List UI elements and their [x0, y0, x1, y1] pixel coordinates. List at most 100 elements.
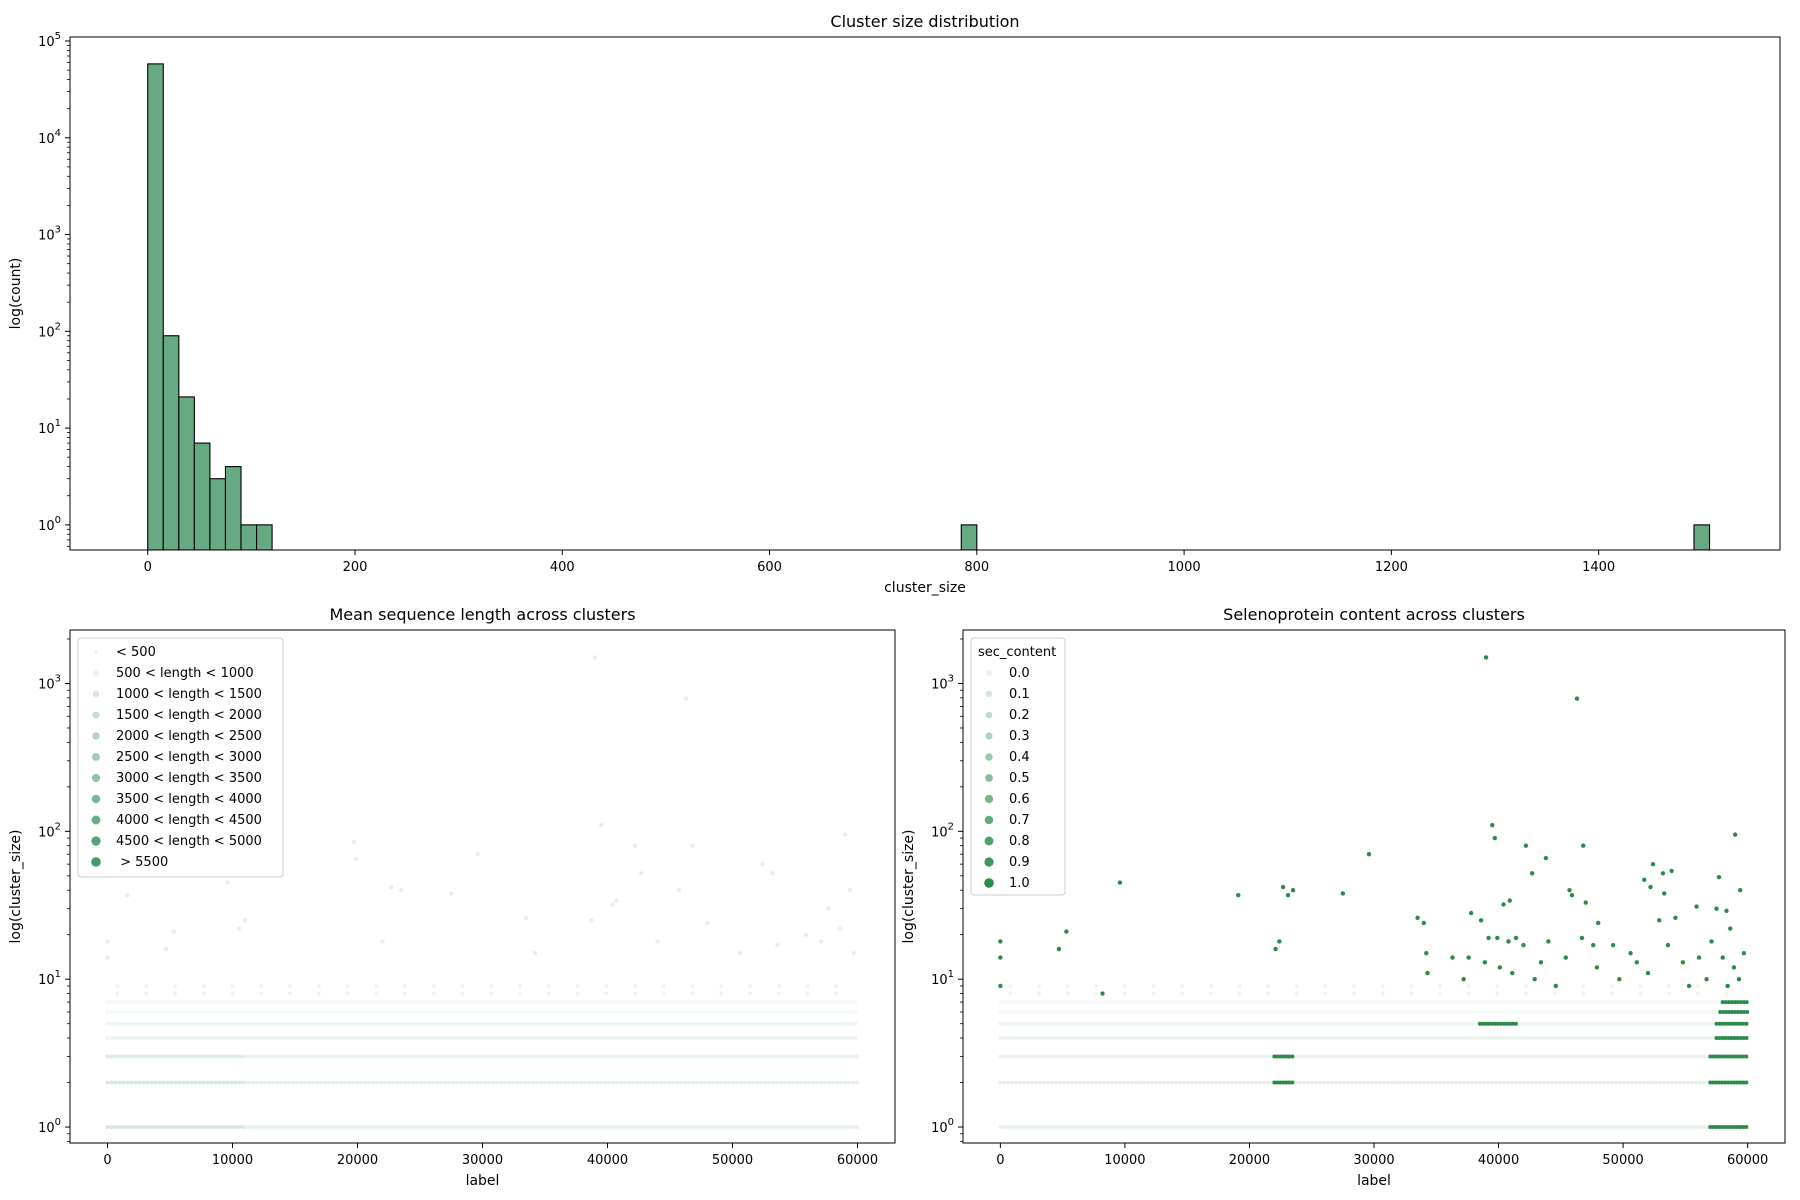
- scatter-point: [1214, 1036, 1219, 1041]
- scatter-point: [265, 1021, 270, 1026]
- scatter-point: [319, 1080, 323, 1085]
- scatter-point: [1230, 1036, 1235, 1041]
- scatter-point: [533, 1021, 538, 1026]
- scatter-point: [757, 1021, 762, 1026]
- scatter-point: [546, 991, 551, 996]
- scatter-point: [1430, 1080, 1435, 1085]
- scatter-point: [1030, 1021, 1035, 1026]
- scatter-point: [653, 1000, 658, 1005]
- scatter-point: [335, 1125, 339, 1130]
- scatter-point: [241, 1000, 246, 1005]
- scatter-point: [1202, 1125, 1207, 1130]
- scatter-point: [1102, 1036, 1107, 1041]
- scatter-point: [595, 1125, 599, 1130]
- scatter-point: [1078, 1036, 1083, 1041]
- scatter-point: [1294, 1036, 1299, 1041]
- scatter-point: [1290, 1125, 1295, 1130]
- scatter-point: [765, 1021, 770, 1026]
- scatter-point: [651, 1054, 655, 1059]
- scatter-point: [1098, 1009, 1103, 1014]
- scatter-point: [1318, 1054, 1323, 1059]
- scatter-point: [675, 1125, 679, 1130]
- scatter-point: [1468, 910, 1474, 916]
- scatter-point: [725, 1021, 730, 1026]
- scatter-point: [829, 1000, 834, 1005]
- scatter-point: [425, 1000, 430, 1005]
- scatter-point: [1182, 1054, 1187, 1059]
- scatter-point: [1567, 887, 1572, 893]
- scatter-point: [321, 1000, 326, 1005]
- scatter-point: [1446, 1000, 1451, 1005]
- scatter-point: [197, 1021, 202, 1026]
- scatter-point: [1390, 1125, 1395, 1130]
- scatter-point: [663, 1080, 667, 1085]
- scatter-point: [567, 1054, 571, 1059]
- scatter-point: [565, 1009, 570, 1014]
- scatter-point: [1266, 1009, 1271, 1014]
- scatter-point: [1454, 1000, 1459, 1005]
- scatter-point: [177, 1021, 182, 1026]
- scatter-point: [1390, 1009, 1395, 1014]
- y-tick-label: 102: [38, 821, 61, 840]
- scatter-point: [379, 1125, 383, 1130]
- scatter-point: [1237, 983, 1242, 988]
- scatter-point: [807, 1125, 811, 1130]
- scatter-point: [619, 1054, 623, 1059]
- scatter-point: [1190, 1000, 1195, 1005]
- scatter-point: [661, 1021, 666, 1026]
- scatter-point: [229, 1036, 234, 1041]
- scatter-point: [614, 898, 619, 903]
- scatter-point: [1562, 1000, 1567, 1005]
- scatter-point: [1382, 1080, 1387, 1085]
- scatter-point: [1682, 1125, 1687, 1130]
- scatter-point: [1066, 1036, 1071, 1041]
- scatter-point: [1598, 1021, 1603, 1026]
- scatter-point: [489, 1009, 494, 1014]
- scatter-point: [1609, 983, 1614, 988]
- scatter-point: [1110, 1125, 1115, 1130]
- scatter-point: [1729, 1021, 1734, 1026]
- scatter-point: [1708, 1080, 1713, 1085]
- scatter-point: [381, 1036, 386, 1041]
- scatter-point: [1482, 1000, 1487, 1005]
- scatter-point: [209, 1036, 214, 1041]
- scatter-point: [343, 1080, 347, 1085]
- scatter-point: [673, 1036, 678, 1041]
- scatter-point: [521, 1009, 526, 1014]
- scatter-point: [1646, 1000, 1651, 1005]
- y-axis-label: log(cluster_size): [901, 829, 917, 943]
- scatter-point: [229, 1125, 234, 1130]
- scatter-point: [1720, 1000, 1725, 1005]
- scatter-point: [433, 1009, 438, 1014]
- scatter-point: [441, 1036, 446, 1041]
- scatter-point: [559, 1125, 563, 1130]
- scatter-point: [775, 1080, 779, 1085]
- scatter-point: [1406, 1009, 1411, 1014]
- scatter-point: [233, 1054, 238, 1059]
- scatter-point: [607, 1080, 611, 1085]
- scatter-point: [1466, 1080, 1471, 1085]
- scatter-point: [819, 1054, 823, 1059]
- scatter-point: [781, 1009, 786, 1014]
- scatter-point: [605, 1009, 610, 1014]
- scatter-point: [607, 1125, 611, 1130]
- y-tick-label: 100: [38, 1117, 61, 1136]
- scatter-point: [1723, 1000, 1728, 1005]
- scatter-point: [1062, 1000, 1067, 1005]
- scatter-point: [1670, 1080, 1675, 1085]
- scatter-point: [709, 1000, 714, 1005]
- point-band: [243, 1080, 859, 1085]
- scatter-point: [1610, 1009, 1615, 1014]
- scatter-point: [609, 1000, 614, 1005]
- scatter-point: [229, 1009, 234, 1014]
- scatter-point: [831, 1054, 835, 1059]
- scatter-point: [1314, 1021, 1319, 1026]
- scatter-point: [1646, 1080, 1651, 1085]
- scatter-point: [1495, 935, 1500, 941]
- scatter-point: [605, 1036, 610, 1041]
- scatter-point: [1226, 1054, 1231, 1059]
- scatter-point: [1354, 1054, 1359, 1059]
- scatter-point: [651, 1080, 655, 1085]
- scatter-point: [1566, 1054, 1571, 1059]
- scatter-point: [1002, 1080, 1007, 1085]
